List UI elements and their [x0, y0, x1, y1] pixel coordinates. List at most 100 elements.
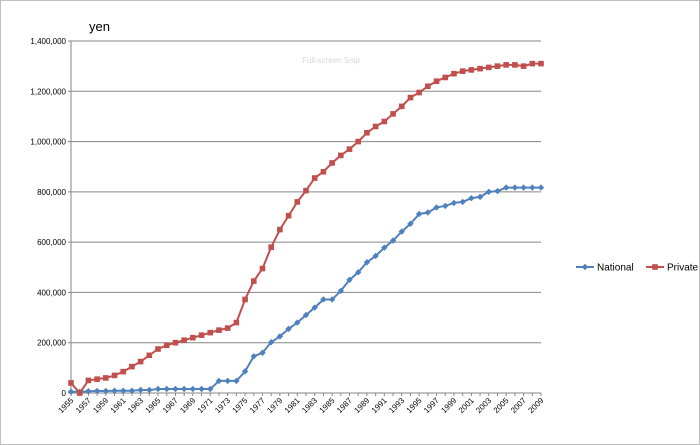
- data-point-national: [311, 304, 318, 311]
- data-point-national: [285, 325, 292, 333]
- data-point-national: [398, 228, 405, 235]
- data-point-private: [520, 63, 527, 69]
- data-point-national: [381, 244, 388, 251]
- data-point-national: [415, 210, 423, 218]
- x-tick-label: 2005: [492, 396, 511, 415]
- data-point-private: [76, 390, 83, 396]
- data-point-national: [537, 184, 545, 191]
- data-point-national: [363, 259, 371, 266]
- data-point-national: [320, 296, 327, 303]
- data-point-private: [233, 319, 240, 326]
- data-point-national: [137, 386, 144, 394]
- y-axis-unit-label: yen: [89, 19, 110, 34]
- data-point-private: [503, 62, 509, 68]
- x-tick-label: 1981: [283, 396, 302, 415]
- x-tick-label: 1971: [196, 396, 215, 415]
- y-tick-label: 1,400,000: [30, 37, 66, 46]
- data-point-private: [68, 380, 74, 386]
- data-point-private: [198, 332, 205, 338]
- x-tick-label: 1991: [370, 396, 389, 415]
- data-point-private: [494, 63, 501, 69]
- data-point-national: [198, 385, 205, 393]
- data-point-private: [120, 368, 127, 375]
- data-point-private: [425, 83, 431, 90]
- data-point-private: [259, 265, 266, 272]
- data-point-national: [85, 388, 92, 395]
- x-tick-label: 1961: [109, 396, 128, 415]
- data-point-national: [511, 184, 519, 191]
- data-point-private: [155, 346, 161, 352]
- x-tick-label: 1985: [318, 396, 337, 415]
- data-point-national: [233, 377, 240, 385]
- x-tick-label: 2007: [509, 396, 528, 415]
- data-point-private: [390, 111, 396, 117]
- x-tick-label: 1963: [126, 396, 145, 415]
- data-point-private: [459, 68, 466, 74]
- data-point-national: [128, 387, 136, 394]
- data-point-private: [277, 226, 283, 233]
- x-tick-label: 1979: [265, 396, 284, 415]
- data-point-private: [364, 129, 370, 136]
- data-point-private: [311, 175, 318, 181]
- data-point-national: [259, 349, 266, 356]
- x-tick-label: 1995: [405, 396, 424, 415]
- x-tick-label: 1973: [213, 396, 232, 415]
- data-point-national: [529, 184, 536, 191]
- data-point-private: [146, 352, 153, 359]
- data-point-national: [372, 252, 379, 260]
- data-point-private: [529, 60, 536, 67]
- data-point-national: [111, 387, 118, 394]
- data-point-national: [154, 385, 162, 393]
- legend-marker-private: [652, 264, 658, 270]
- data-point-national: [442, 202, 449, 210]
- data-point-national: [433, 204, 440, 211]
- legend-label-national: National: [597, 263, 634, 274]
- y-tick-label: 800,000: [37, 188, 66, 197]
- data-point-private: [224, 325, 231, 331]
- y-tick-label: 1,000,000: [30, 138, 66, 147]
- data-point-private: [137, 358, 144, 365]
- x-tick-label: 1977: [248, 396, 267, 415]
- x-tick-label: 1967: [161, 396, 180, 415]
- data-point-private: [181, 337, 187, 343]
- data-point-private: [329, 160, 335, 166]
- data-point-private: [303, 187, 309, 194]
- data-point-private: [94, 376, 100, 382]
- data-point-private: [477, 65, 483, 72]
- data-point-national: [459, 198, 466, 206]
- data-point-national: [337, 287, 345, 295]
- data-point-national: [328, 296, 336, 303]
- data-point-national: [120, 387, 127, 394]
- data-point-national: [215, 377, 223, 385]
- y-tick-label: 400,000: [37, 288, 66, 297]
- data-point-private: [338, 152, 344, 159]
- x-tick-label: 1993: [387, 396, 406, 415]
- data-point-national: [276, 333, 284, 340]
- y-tick-label: 0: [62, 389, 67, 398]
- data-point-national: [163, 385, 170, 393]
- data-point-private: [451, 70, 457, 77]
- data-point-national: [67, 388, 75, 395]
- x-tick-label: 1965: [144, 396, 163, 415]
- x-tick-label: 1959: [91, 396, 110, 415]
- x-tick-label: 1957: [74, 396, 93, 415]
- data-point-private: [111, 372, 118, 379]
- data-point-private: [268, 244, 274, 250]
- data-point-national: [102, 387, 110, 395]
- data-point-private: [163, 342, 170, 349]
- data-point-private: [216, 327, 222, 333]
- data-point-national: [172, 385, 179, 393]
- x-tick-label: 1983: [300, 396, 319, 415]
- y-tick-label: 200,000: [37, 339, 66, 348]
- data-point-national: [294, 319, 301, 326]
- data-point-private: [250, 278, 257, 284]
- data-point-national: [355, 269, 362, 276]
- x-tick-label: 1969: [178, 396, 197, 415]
- data-point-national: [267, 339, 275, 346]
- legend-label-private: Private: [667, 263, 699, 274]
- data-point-private: [129, 363, 135, 370]
- data-point-private: [512, 62, 518, 68]
- data-point-private: [285, 212, 292, 219]
